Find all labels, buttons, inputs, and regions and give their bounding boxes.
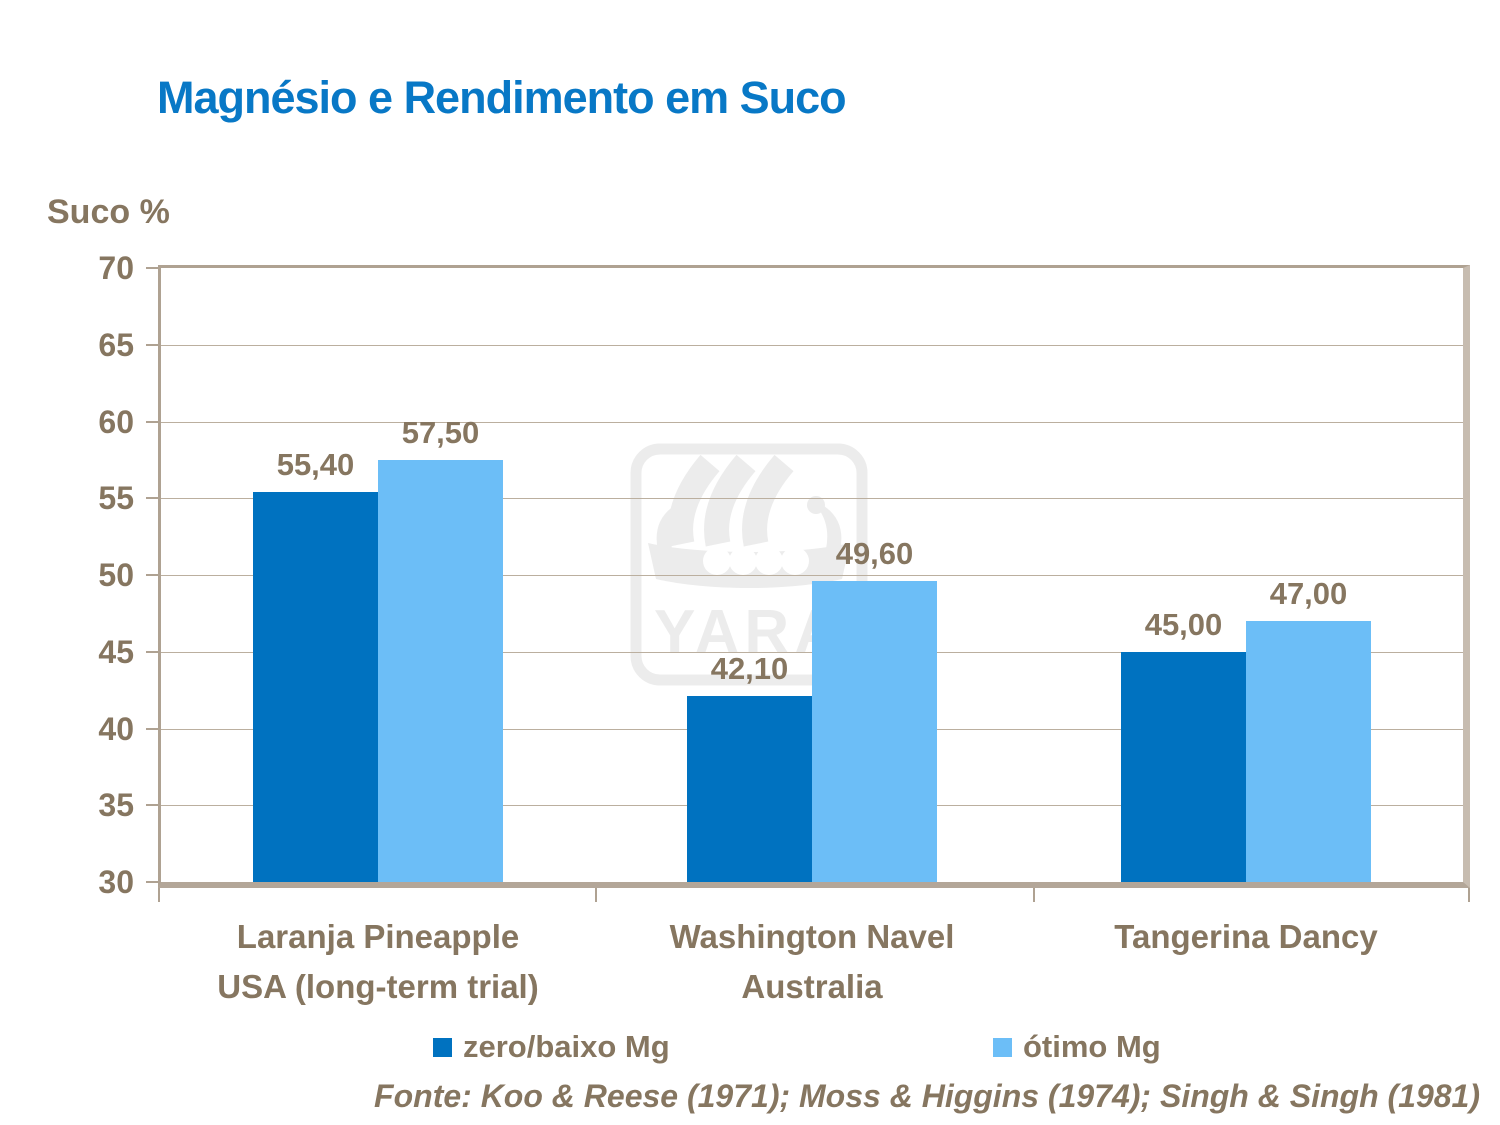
legend-item-2: ótimo Mg xyxy=(993,1029,1161,1064)
legend-label-1: zero/baixo Mg xyxy=(463,1029,670,1064)
xtick-mark-0 xyxy=(158,888,160,902)
ytick-mark-60 xyxy=(146,420,159,423)
bar-value-label: 45,00 xyxy=(1144,606,1223,642)
gridline-50 xyxy=(161,575,1463,576)
ytick-label-35: 35 xyxy=(98,787,134,824)
ytick-mark-30 xyxy=(146,881,159,883)
ytick-label-55: 55 xyxy=(98,480,134,517)
gridline-55 xyxy=(161,498,1463,500)
ytick-label-70: 70 xyxy=(98,250,134,286)
bar-value-label: 47,00 xyxy=(1269,576,1348,612)
ytick-mark-50 xyxy=(146,574,159,576)
ytick-mark-45 xyxy=(146,650,159,653)
xtick-mark-1 xyxy=(595,888,598,902)
gridline-60 xyxy=(161,421,1463,423)
yara-watermark-logo: YARA xyxy=(630,443,868,686)
bar-value-label: 49,60 xyxy=(835,536,914,572)
bar-series1-cat1 xyxy=(253,492,378,882)
bar-series1-cat3 xyxy=(1121,651,1246,882)
legend-label-2: ótimo Mg xyxy=(1023,1029,1161,1064)
ytick-label-65: 65 xyxy=(98,326,134,363)
xtick-mark-2 xyxy=(1032,888,1035,902)
ytick-label-30: 30 xyxy=(98,864,134,900)
ytick-label-50: 50 xyxy=(98,557,134,593)
ytick-mark-55 xyxy=(146,497,159,500)
legend-swatch-2 xyxy=(993,1037,1012,1057)
plot-area: 55,40 42,10 45,00 57,50 49,60 47,00 xyxy=(161,268,1463,882)
ytick-label-45: 45 xyxy=(98,633,134,670)
xtick-mark-3 xyxy=(1468,888,1470,902)
ytick-mark-35 xyxy=(146,804,159,807)
bar-series2-cat3 xyxy=(1246,621,1371,882)
bar-series2-cat2 xyxy=(812,581,937,882)
ytick-mark-40 xyxy=(146,727,159,730)
ytick-label-40: 40 xyxy=(98,710,134,747)
y-axis-title: Suco % xyxy=(47,193,170,231)
legend-swatch-1 xyxy=(433,1037,452,1057)
source-footnote: Fonte: Koo & Reese (1971); Moss & Higgin… xyxy=(374,1078,1480,1114)
ytick-mark-65 xyxy=(146,343,159,346)
category-label-1: Laranja Pineapple USA (long-term trial) xyxy=(217,918,539,1005)
bar-value-label: 42,10 xyxy=(710,651,789,687)
watermark-text: YARA xyxy=(654,598,844,667)
bar-value-label: 55,40 xyxy=(276,447,355,483)
legend-item-1: zero/baixo Mg xyxy=(433,1029,670,1064)
ytick-mark-70 xyxy=(146,267,159,269)
bar-series2-cat1 xyxy=(378,459,503,882)
ytick-label-60: 60 xyxy=(98,403,134,440)
gridline-65 xyxy=(161,344,1463,346)
category-label-3: Tangerina Dancy xyxy=(1114,918,1378,955)
category-label-2: Washington Navel Australia xyxy=(669,918,955,1005)
bar-series1-cat2 xyxy=(687,696,812,882)
chart-title: Magnésio e Rendimento em Suco xyxy=(157,72,847,123)
bar-value-label: 57,50 xyxy=(401,414,480,450)
